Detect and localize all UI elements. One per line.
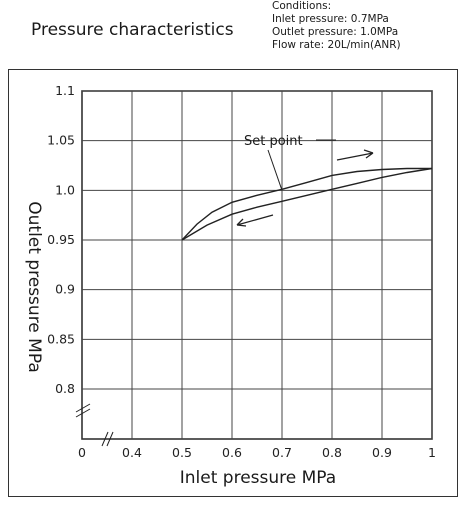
x-tick-label: 0.9 (372, 445, 392, 460)
grid (75, 90, 433, 447)
increase-arrow (336, 149, 374, 161)
x-tick-label: 0.7 (272, 445, 292, 460)
y-tick-label: 0.95 (47, 232, 75, 247)
annotations: Set point (236, 134, 374, 227)
set-point-label: Set point (244, 134, 303, 149)
x-tick-label: 0.6 (222, 445, 242, 460)
y-axis-label: Outlet pressure MPa (24, 201, 44, 372)
decrease-arrow (236, 214, 274, 227)
x-tick-label: 0.5 (172, 445, 192, 460)
x-axis-break-mark (106, 431, 114, 447)
series-lines (181, 167, 433, 241)
series-line-decreasing (181, 167, 433, 241)
x-tick-label: 0 (78, 445, 86, 460)
y-tick-label: 1.05 (47, 133, 75, 148)
conditions-heading: Conditions: (272, 0, 332, 12)
y-tick-label: 1.1 (55, 83, 75, 98)
y-tick-label: 0.8 (55, 381, 75, 396)
conditions-outlet: Outlet pressure: 1.0MPa (272, 26, 399, 38)
x-tick-label: 1 (428, 445, 436, 460)
x-axis-label: Inlet pressure MPa (180, 468, 336, 488)
y-tick-label: 0.9 (55, 282, 75, 297)
x-tick-label: 0.4 (122, 445, 142, 460)
series-line-increasing (181, 167, 432, 241)
conditions-flow: Flow rate: 20L/min(ANR) (272, 39, 401, 51)
chart-title: Pressure characteristics (31, 20, 234, 40)
tick-labels: 1.1 1.05 1.0 0.95 0.9 0.85 0.8 0 0.4 0.5 0.6 0.7 0.8… (47, 83, 436, 460)
chart-frame (8, 69, 458, 497)
x-tick-label: 0.8 (322, 445, 342, 460)
y-axis-break-mark (75, 408, 91, 418)
conditions-inlet: Inlet pressure: 0.7MPa (272, 13, 389, 25)
set-point-leader (267, 149, 283, 191)
x-axis-break-mark (101, 431, 109, 447)
y-tick-label: 0.85 (47, 331, 75, 346)
y-axis-break-mark (75, 403, 91, 413)
y-tick-label: 1.0 (55, 182, 75, 197)
conditions-block: Conditions: Inlet pressure: 0.7MPa Outle… (272, 0, 401, 52)
